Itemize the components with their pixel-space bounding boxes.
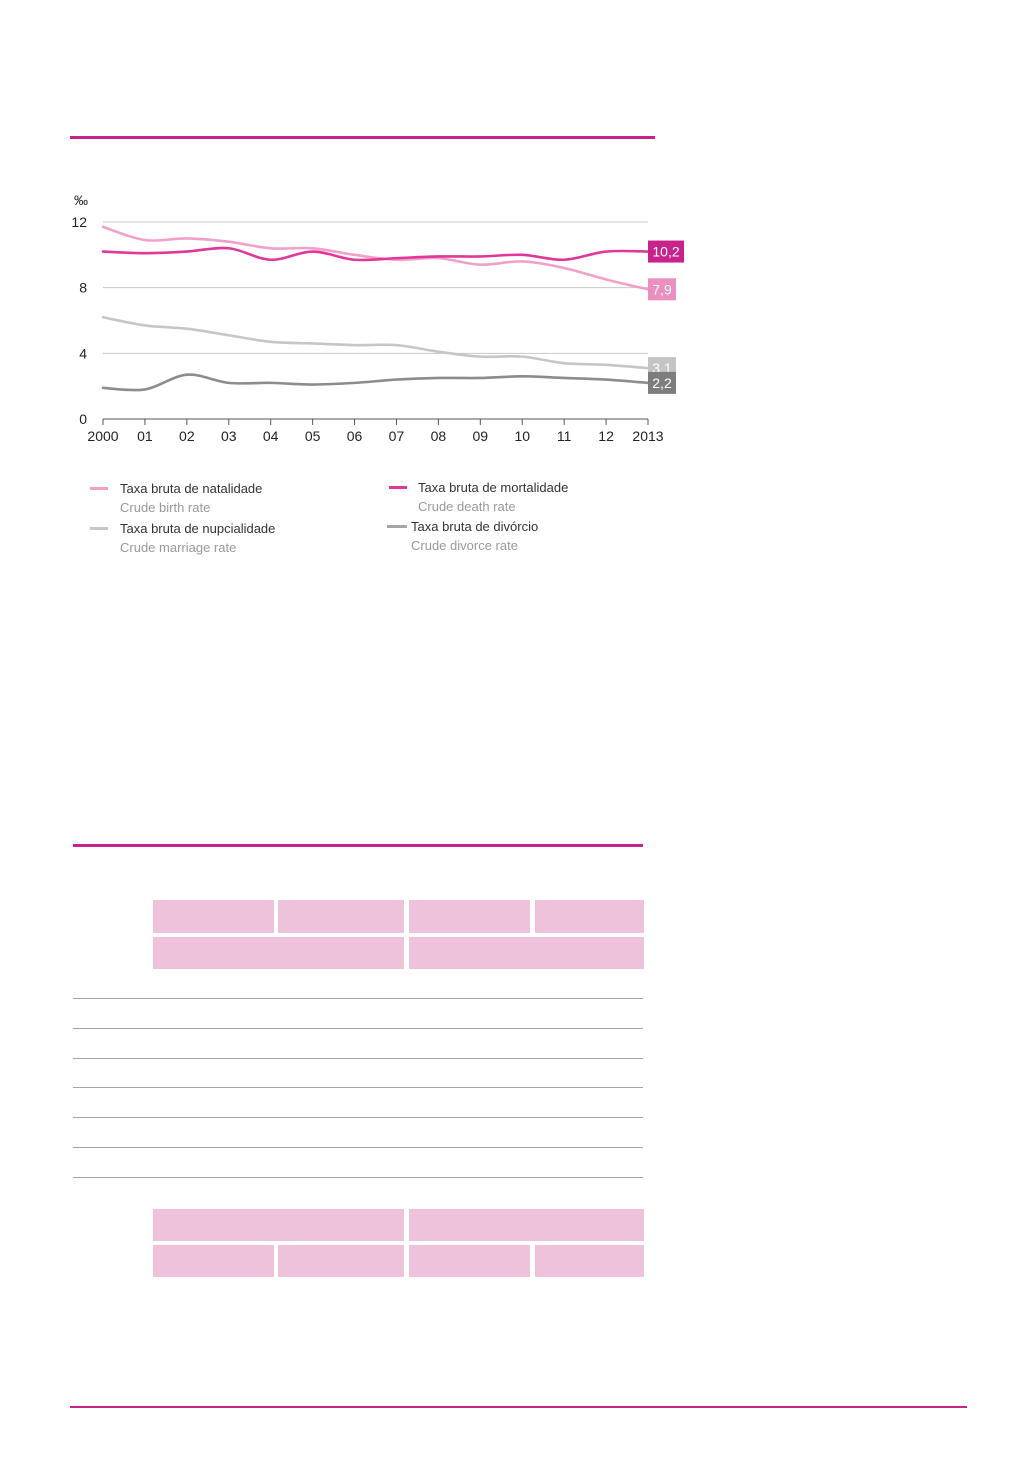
series-line bbox=[101, 246, 650, 262]
x-tick-label: 2000 bbox=[87, 428, 118, 444]
table-header-cell bbox=[409, 1209, 644, 1241]
legend-divorce-pt: Taxa bruta de divórcio bbox=[411, 519, 539, 534]
table-header-cell bbox=[153, 1245, 274, 1277]
legend-birth-pt: Taxa bruta de natalidade bbox=[120, 481, 263, 496]
x-tick-label: 03 bbox=[221, 428, 237, 444]
table-header-cell bbox=[409, 1245, 530, 1277]
x-tick-label: 11 bbox=[557, 428, 572, 444]
series-line bbox=[101, 373, 650, 392]
table-header-cell bbox=[409, 900, 530, 933]
end-label-box bbox=[648, 278, 676, 301]
table-row-rule bbox=[73, 1087, 643, 1088]
legend-birth: Taxa bruta de natalidade Crude birth rat… bbox=[90, 479, 380, 517]
legend-divorce-en: Crude divorce rate bbox=[411, 538, 518, 553]
x-tick-label: 02 bbox=[179, 428, 195, 444]
y-unit-label: ‰ bbox=[74, 192, 88, 208]
series-line bbox=[101, 315, 650, 370]
y-tick-label: 12 bbox=[71, 214, 87, 230]
legend-marriage: Taxa bruta de nupcialidade Crude marriag… bbox=[90, 519, 380, 557]
x-tick-label: 10 bbox=[514, 428, 530, 444]
table-header-cell bbox=[409, 937, 644, 969]
end-label-box bbox=[648, 371, 676, 394]
table-row-rule bbox=[73, 1058, 643, 1059]
legend-birth-en: Crude birth rate bbox=[120, 500, 211, 515]
table-row-rule bbox=[73, 1028, 643, 1029]
legend-death: Taxa bruta de mortalidade Crude death ra… bbox=[389, 478, 678, 516]
table-header-cell bbox=[535, 900, 644, 933]
y-tick-label: 8 bbox=[79, 280, 87, 296]
table-row-rule bbox=[73, 1117, 643, 1118]
table-header-cell bbox=[153, 1209, 404, 1241]
legend-death-pt: Taxa bruta de mortalidade bbox=[418, 480, 569, 495]
legend-death-swatch bbox=[389, 486, 407, 489]
y-tick-label: 0 bbox=[79, 411, 87, 427]
table-header-cell bbox=[153, 900, 274, 933]
table-header-cell bbox=[153, 937, 404, 969]
y-tick-label: 4 bbox=[79, 345, 87, 361]
legend-marriage-swatch bbox=[90, 527, 108, 530]
table-top-rule bbox=[73, 844, 643, 847]
series-line bbox=[101, 225, 650, 291]
legend-divorce: Taxa bruta de divórcio Crude divorce rat… bbox=[387, 517, 671, 555]
x-tick-label: 04 bbox=[263, 428, 279, 444]
x-tick-label: 2013 bbox=[632, 428, 663, 444]
end-value-label: 7,9 bbox=[652, 281, 672, 297]
x-tick-label: 08 bbox=[431, 428, 447, 444]
x-tick-label: 01 bbox=[137, 428, 153, 444]
legend-marriage-en: Crude marriage rate bbox=[120, 540, 237, 555]
legend-death-en: Crude death rate bbox=[418, 499, 516, 514]
x-tick-label: 12 bbox=[598, 428, 614, 444]
end-value-label: 10,2 bbox=[652, 244, 679, 260]
legend-marriage-pt: Taxa bruta de nupcialidade bbox=[120, 521, 276, 536]
table-header-cell bbox=[278, 900, 404, 933]
footer-rule bbox=[70, 1406, 967, 1408]
end-label-box bbox=[648, 240, 684, 263]
table-header-cell bbox=[535, 1245, 644, 1277]
table-header-cell bbox=[278, 1245, 404, 1277]
x-tick-label: 07 bbox=[389, 428, 405, 444]
top-rule bbox=[70, 136, 655, 139]
legend-birth-swatch bbox=[90, 487, 108, 490]
x-tick-label: 06 bbox=[347, 428, 363, 444]
x-tick-label: 09 bbox=[473, 428, 489, 444]
x-tick-label: 05 bbox=[305, 428, 321, 444]
table-row-rule bbox=[73, 998, 643, 999]
table-row-rule bbox=[73, 1177, 643, 1178]
legend-divorce-swatch bbox=[387, 525, 407, 528]
end-value-label: 2,2 bbox=[652, 375, 672, 391]
table-row-rule bbox=[73, 1147, 643, 1148]
